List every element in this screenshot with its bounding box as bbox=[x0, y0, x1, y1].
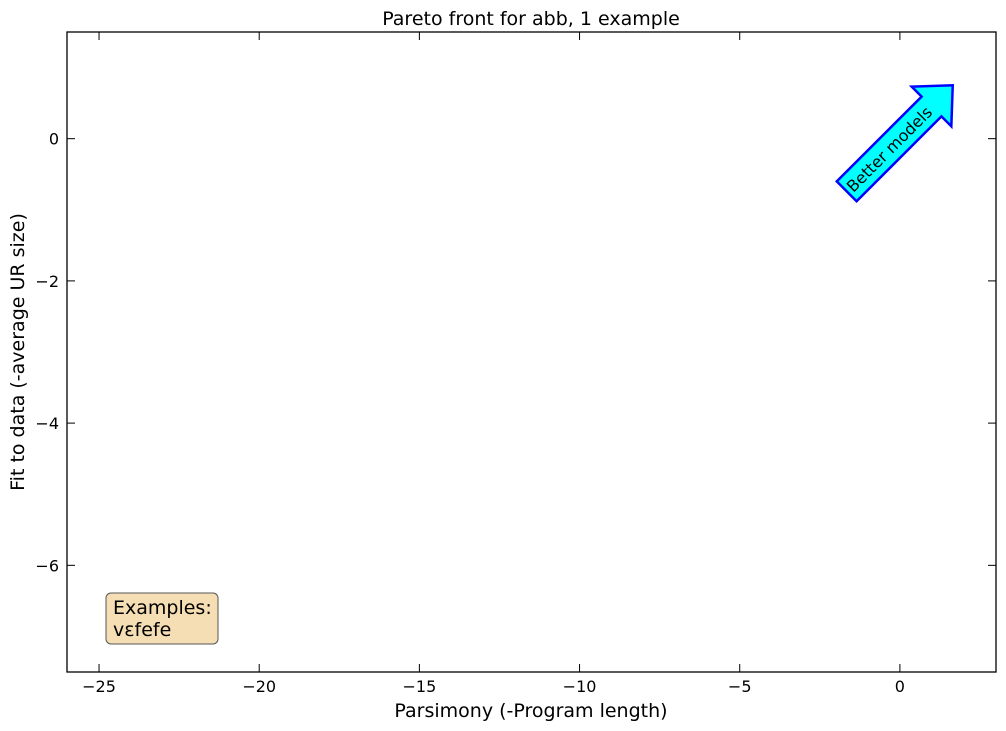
x-tick-label: −10 bbox=[563, 677, 597, 696]
x-tick-label: −25 bbox=[82, 677, 116, 696]
y-tick-label: −4 bbox=[35, 414, 59, 433]
y-tick-label: −6 bbox=[35, 556, 59, 575]
x-tick-label: −5 bbox=[728, 677, 752, 696]
plot-area bbox=[66, 31, 997, 673]
x-axis-label: Parsimony (-Program length) bbox=[394, 700, 667, 722]
y-axis-label: Fit to data (-average UR size) bbox=[7, 213, 29, 491]
x-axis-ticks: −25 −20 −15 −10 −5 0 bbox=[82, 32, 905, 696]
x-tick-label: −15 bbox=[402, 677, 436, 696]
chart-title: Pareto front for abb, 1 example bbox=[382, 8, 680, 30]
x-tick-label: −20 bbox=[242, 677, 276, 696]
y-tick-label: 0 bbox=[49, 130, 59, 149]
y-axis-ticks: 0 −2 −4 −6 bbox=[35, 130, 996, 575]
y-tick-label: −2 bbox=[35, 272, 59, 291]
x-tick-label: 0 bbox=[895, 677, 905, 696]
examples-heading: Examples: bbox=[113, 597, 212, 619]
arrow-icon bbox=[835, 83, 955, 203]
examples-box-background bbox=[105, 592, 219, 645]
examples-box: Examples: vɛfefe bbox=[105, 592, 219, 645]
examples-value: vɛfefe bbox=[113, 619, 171, 641]
